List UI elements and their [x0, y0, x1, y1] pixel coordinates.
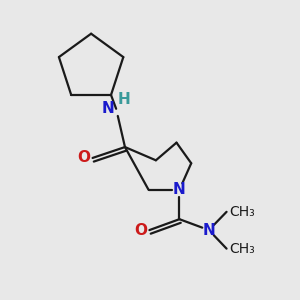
- Text: O: O: [134, 223, 147, 238]
- Text: N: N: [102, 101, 115, 116]
- Text: CH₃: CH₃: [230, 205, 255, 219]
- Text: N: N: [202, 223, 215, 238]
- Text: CH₃: CH₃: [230, 242, 255, 256]
- Text: N: N: [173, 182, 186, 197]
- Text: O: O: [77, 150, 90, 165]
- Text: H: H: [118, 92, 130, 107]
